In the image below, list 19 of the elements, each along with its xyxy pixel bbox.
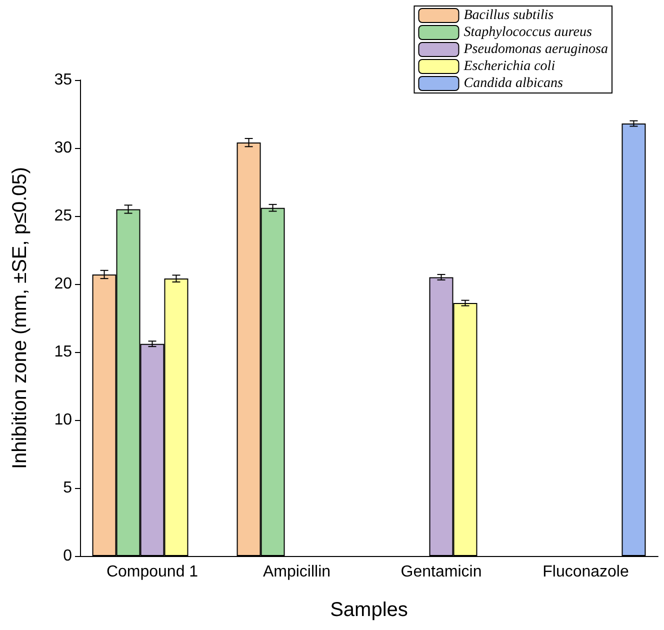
y-tick-label: 25 bbox=[54, 208, 72, 224]
y-tick-label: 10 bbox=[54, 412, 72, 428]
y-tick-label: 20 bbox=[54, 276, 72, 292]
x-tick-label: Compound 1 bbox=[106, 564, 198, 580]
y-tick-label: 15 bbox=[54, 344, 72, 360]
y-tick-label: 30 bbox=[54, 140, 72, 156]
legend-label: Escherichia coli bbox=[462, 59, 556, 74]
y-tick-label: 0 bbox=[63, 548, 72, 564]
y-tick-label: 5 bbox=[63, 480, 72, 496]
legend-label: Staphylococcus aureus bbox=[464, 25, 592, 40]
x-tick-label: Fluconazole bbox=[542, 564, 629, 580]
legend-label: Candida albicans bbox=[464, 76, 564, 91]
y-tick-label: 35 bbox=[54, 72, 72, 88]
legend-label: Bacillus subtilis bbox=[464, 8, 554, 23]
legend-label: Pseudomonas aeruginosa bbox=[462, 42, 608, 57]
x-axis-title: Samples bbox=[330, 599, 408, 621]
y-axis-title: Inhibition zone (mm, ±SE, p≤0.05) bbox=[9, 166, 31, 470]
x-tick-label: Gentamicin bbox=[400, 564, 482, 580]
x-tick-label: Ampicillin bbox=[262, 564, 331, 580]
